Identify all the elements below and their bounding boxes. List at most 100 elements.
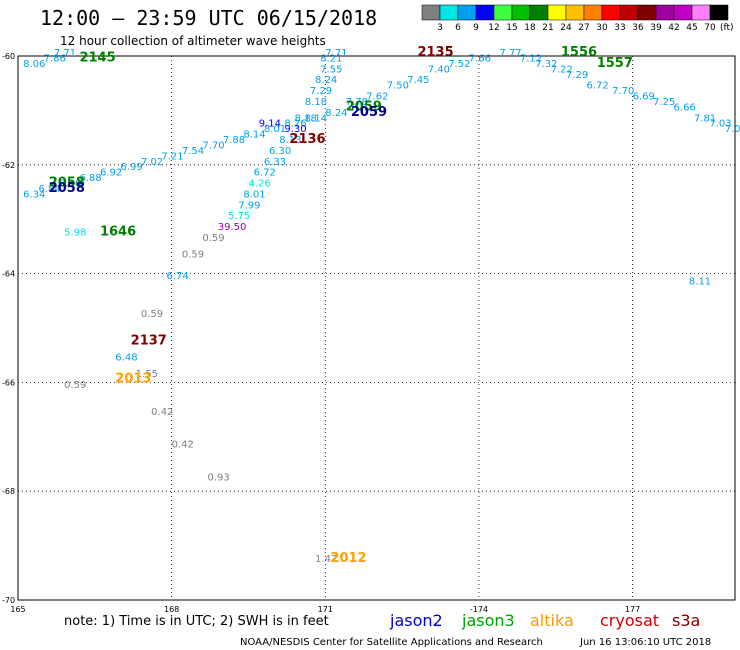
x-tick-label: 165 (10, 605, 25, 614)
colorbar-label: 45 (686, 23, 697, 33)
y-tick-label: -64 (2, 270, 15, 279)
colorbar-label: 33 (614, 23, 625, 33)
satellite-jason3: jason3 (461, 611, 515, 630)
swh-point: 6.99 (120, 162, 142, 173)
colorbar-swatch (565, 4, 585, 21)
swh-point: 8.11 (689, 276, 711, 287)
colorbar-swatch (493, 4, 513, 21)
colorbar-label: 21 (542, 23, 553, 33)
swh-point: 5.98 (64, 228, 86, 239)
x-tick-label: 177 (625, 605, 640, 614)
swh-point: 6.92 (100, 168, 122, 179)
colorbar-label: 15 (506, 23, 517, 33)
swh-point: 7.81 (694, 113, 716, 124)
swh-point: 7.70 (202, 140, 224, 151)
swh-point: 7.32 (535, 59, 557, 70)
colorbar-label: 42 (668, 23, 679, 33)
swh-point: 6.72 (586, 81, 608, 92)
footer-credit: NOAA/NESDIS Center for Satellite Applica… (240, 637, 543, 648)
swh-point: 4.26 (248, 179, 270, 190)
swh-point: 8.24 (315, 75, 337, 86)
y-tick-label: -66 (2, 378, 15, 387)
swh-point: 7.55 (320, 64, 342, 75)
satellite-s3a: s3a (672, 611, 700, 630)
colorbar-label: 70 (704, 23, 716, 33)
grid-lines (17, 55, 735, 601)
pass-time-label: 2059 (351, 105, 387, 120)
swh-point: 5.75 (228, 211, 250, 222)
swh-point: 1.47 (315, 554, 337, 565)
pass-time-label: 2135 (417, 45, 453, 60)
axis-ticks: 165 168 171 -174 177 -60 -62 -64 -66 -68 -70 (2, 52, 640, 614)
colorbar-swatch (673, 4, 693, 21)
swh-point: 8.14 (243, 130, 265, 141)
x-tick-label: 171 (318, 605, 333, 614)
swh-point: 7.29 (310, 86, 332, 97)
swh-point: 6.96 (59, 179, 81, 190)
footer-timestamp: Jun 16 13:06:10 UTC 2018 (579, 637, 711, 648)
pass-time-label: 2058 (49, 181, 85, 196)
swh-point: 7.22 (551, 64, 573, 75)
swh-point: 6.69 (633, 92, 655, 103)
swh-point: 7.03 (709, 119, 731, 130)
swh-point: 7.86 (44, 53, 66, 64)
swh-point: 7.21 (161, 151, 183, 162)
colorbar-swatch (619, 4, 639, 21)
y-tick-label: -62 (2, 161, 15, 170)
pass-time-label: 2059 (346, 99, 382, 114)
pass-time-label: 1646 (100, 225, 136, 240)
pass-time-label: 2013 (115, 371, 151, 386)
swh-point: 8.21 (320, 53, 342, 64)
swh-point: 7.88 (223, 135, 245, 146)
swh-point: 6.74 (167, 271, 189, 282)
swh-point: 9.14 (259, 119, 281, 130)
x-tick-label: -174 (470, 605, 488, 614)
pass-time-label: 2058 (49, 176, 85, 191)
swh-point: 7.50 (387, 81, 409, 92)
satellite-jason2: jason2 (389, 611, 443, 630)
swh-point: 7.29 (566, 70, 588, 81)
swh-point: 8.01 (264, 124, 286, 135)
colorbar-swatch (511, 4, 531, 21)
pass-time-label: 1556 (561, 45, 597, 60)
swh-point: 7.77 (499, 48, 521, 59)
colorbar-unit: (ft) (720, 23, 734, 33)
swh-point: 8.18 (305, 97, 327, 108)
colorbar-swatch (583, 4, 603, 21)
swh-point: 6.72 (254, 168, 276, 179)
colorbar-swatch (457, 4, 477, 21)
colorbar-swatch (529, 4, 549, 21)
swh-point: 8.26 (284, 119, 306, 130)
swh-point: 8.24 (325, 108, 347, 119)
swh-point: 0.93 (207, 472, 229, 483)
plot-area: 165 168 171 -174 177-60-62-64-66-68-70 7.718… (2, 45, 740, 614)
colorbar-swatch (637, 4, 657, 21)
colorbar-swatch (655, 4, 675, 21)
chart-title: 12:00 – 23:59 UTC 06/15/2018 (40, 6, 377, 30)
swh-point: 0.59 (202, 233, 224, 244)
swh-point: 8.13 (279, 135, 301, 146)
swh-point: 6.30 (269, 146, 291, 157)
satellite-legend: jason2 jason3 altika cryosat s3a (389, 611, 700, 630)
swh-point: 7.71 (325, 48, 347, 59)
swh-point: 8.18 (295, 113, 317, 124)
swh-point: 8.14 (305, 113, 327, 124)
colorbar-label: 9 (473, 23, 479, 33)
swh-point: 7.62 (366, 92, 388, 103)
swh-point: 9.30 (284, 124, 306, 135)
swh-point: 7.45 (407, 75, 429, 86)
swh-point: 7.40 (428, 64, 450, 75)
swh-point: 7.12 (520, 53, 542, 64)
swh-point: 6.33 (264, 157, 286, 168)
colorbar-label: 12 (488, 23, 499, 33)
colorbar-swatch (421, 4, 441, 21)
colorbar-swatch (601, 4, 621, 21)
swh-point: 1.55 (136, 369, 158, 380)
colorbar-swatch (709, 4, 729, 21)
colorbar-label: 18 (524, 23, 536, 33)
y-tick-label: -68 (2, 487, 15, 496)
pass-time-label: 2145 (79, 50, 115, 65)
colorbar-swatch (547, 4, 567, 21)
swh-point: 8.01 (243, 189, 265, 200)
